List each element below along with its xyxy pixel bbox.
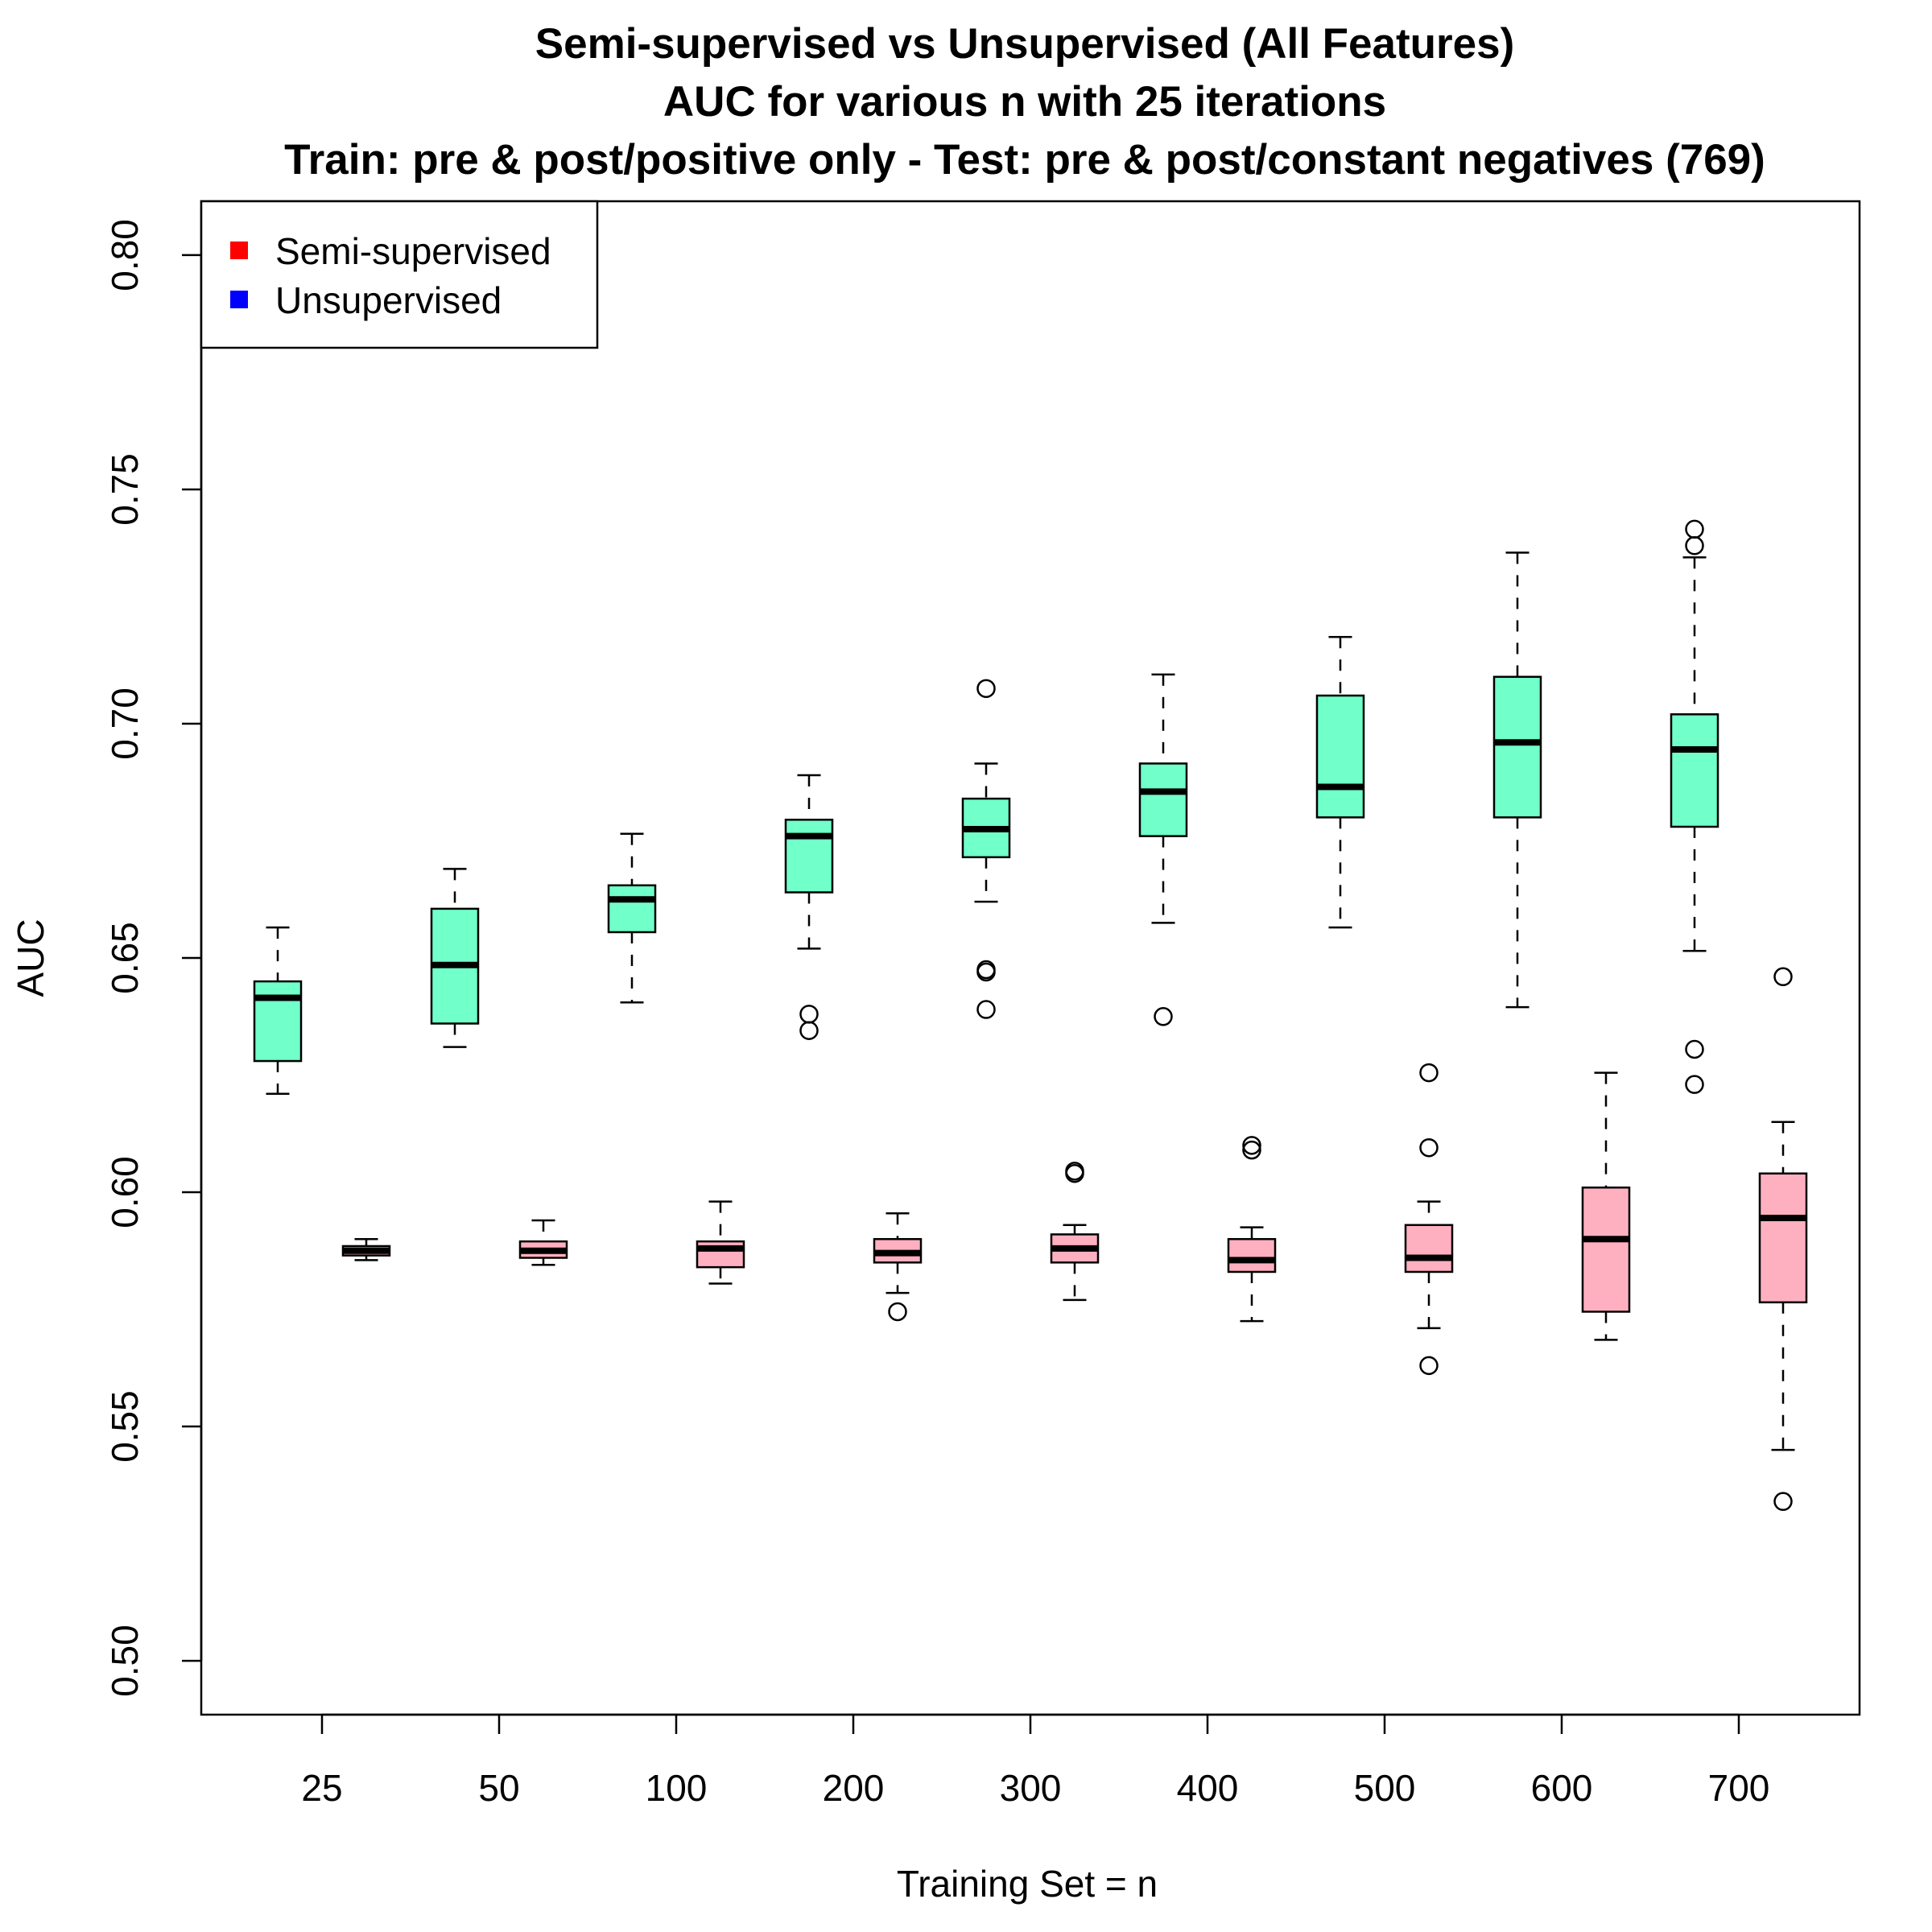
outlier-point bbox=[1065, 1163, 1084, 1183]
legend-swatch-unsupervised bbox=[230, 291, 248, 308]
y-tick-label: 0.50 bbox=[104, 1624, 146, 1697]
boxplot-0-100 bbox=[607, 832, 657, 1004]
box-iqr bbox=[1404, 1224, 1454, 1274]
legend-swatch-semi-supervised bbox=[230, 242, 248, 259]
y-tick-label: 0.75 bbox=[104, 453, 146, 526]
y-axis-label: AUC bbox=[10, 919, 52, 997]
boxplot-0-200 bbox=[784, 774, 834, 1040]
boxplot-0-50 bbox=[430, 868, 480, 1048]
chart-title-line-2: AUC for various n with 25 iterations bbox=[663, 78, 1386, 126]
outlier-point bbox=[976, 1000, 996, 1019]
x-tick-label: 600 bbox=[1531, 1767, 1593, 1809]
boxplot-1-400 bbox=[1227, 1136, 1277, 1323]
chart-title-line-3: Train: pre & post/positive only - Test: … bbox=[284, 136, 1765, 184]
box-iqr bbox=[1315, 694, 1365, 819]
outlier-point bbox=[888, 1302, 907, 1322]
legend-label-unsupervised: Unsupervised bbox=[275, 279, 502, 321]
boxplot-0-25 bbox=[253, 926, 303, 1096]
chart-title-line-1: Semi-supervised vs Unsupervised (All Fea… bbox=[535, 20, 1515, 68]
x-tick-label: 100 bbox=[646, 1767, 708, 1809]
boxplot-1-100 bbox=[696, 1200, 745, 1285]
box-iqr bbox=[1581, 1186, 1631, 1313]
x-axis: 25 50 100 200 300 400 500 600 700 bbox=[301, 1713, 1770, 1809]
legend: Semi-supervised Unsupervised bbox=[200, 200, 599, 349]
outlier-point bbox=[1773, 1492, 1793, 1511]
boxplot-1-200 bbox=[873, 1212, 923, 1322]
x-tick-label: 200 bbox=[823, 1767, 885, 1809]
boxplot-1-25 bbox=[341, 1237, 391, 1261]
boxplot-1-50 bbox=[518, 1219, 568, 1266]
box-iqr bbox=[784, 819, 834, 894]
boxplot-1-600 bbox=[1581, 1071, 1631, 1341]
x-tick-label: 400 bbox=[1177, 1767, 1239, 1809]
outlier-point bbox=[1242, 1140, 1261, 1160]
outlier-point bbox=[1685, 1075, 1704, 1094]
outlier-point bbox=[1419, 1356, 1439, 1376]
outlier-point bbox=[976, 679, 996, 699]
outlier-point bbox=[799, 1021, 819, 1040]
box-iqr bbox=[1138, 762, 1188, 837]
legend-box bbox=[200, 200, 599, 349]
y-tick-label: 0.70 bbox=[104, 687, 146, 760]
x-axis-label: Training Set = n bbox=[897, 1863, 1158, 1905]
box-iqr bbox=[1492, 675, 1542, 819]
legend-label-semi-supervised: Semi-supervised bbox=[275, 230, 551, 272]
boxes-layer bbox=[253, 519, 1808, 1511]
y-tick-label: 0.55 bbox=[104, 1390, 146, 1463]
boxplot-0-500 bbox=[1315, 636, 1365, 929]
outlier-point bbox=[1154, 1007, 1173, 1026]
boxplot-0-700 bbox=[1670, 519, 1719, 1094]
boxplot-1-700 bbox=[1758, 967, 1808, 1511]
y-tick-label: 0.65 bbox=[104, 922, 146, 994]
box-iqr bbox=[607, 884, 657, 934]
y-axis: 0.50 0.55 0.60 0.65 0.70 0.75 0.80 bbox=[104, 219, 203, 1697]
x-tick-label: 500 bbox=[1354, 1767, 1416, 1809]
boxplot-1-300 bbox=[1050, 1162, 1100, 1302]
box-iqr bbox=[253, 980, 303, 1063]
box-iqr bbox=[1227, 1237, 1277, 1274]
outlier-point bbox=[1685, 536, 1704, 555]
y-tick-label: 0.80 bbox=[104, 219, 146, 291]
boxplot-1-500 bbox=[1404, 1063, 1454, 1376]
outlier-point bbox=[1419, 1137, 1439, 1158]
boxplot-0-400 bbox=[1138, 673, 1188, 1026]
box-iqr bbox=[1670, 713, 1719, 828]
outlier-point bbox=[976, 962, 996, 982]
y-tick-label: 0.60 bbox=[104, 1156, 146, 1228]
outlier-point bbox=[1773, 967, 1793, 987]
x-tick-label: 700 bbox=[1708, 1767, 1770, 1809]
outlier-point bbox=[1419, 1063, 1439, 1083]
x-tick-label: 50 bbox=[478, 1767, 519, 1809]
boxplot-0-300 bbox=[961, 679, 1011, 1019]
boxplot-0-600 bbox=[1492, 551, 1542, 1009]
outlier-point bbox=[1242, 1136, 1261, 1155]
x-tick-label: 25 bbox=[301, 1767, 342, 1809]
outlier-point bbox=[1685, 1039, 1704, 1059]
x-tick-label: 300 bbox=[1000, 1767, 1062, 1809]
box-iqr bbox=[1758, 1172, 1808, 1304]
